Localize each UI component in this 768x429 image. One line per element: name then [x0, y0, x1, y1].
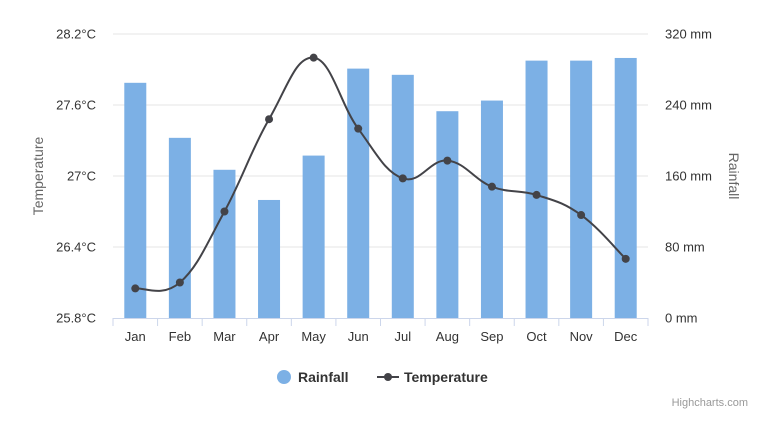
legend-rainfall-swatch [277, 370, 291, 384]
rainfall-bar-jan[interactable] [124, 82, 147, 318]
rainfall-bar-sep[interactable] [480, 100, 503, 318]
temperature-point-oct[interactable] [532, 190, 541, 199]
left-tick-label: 26.4°C [56, 240, 96, 255]
rainfall-bar-apr[interactable] [258, 199, 281, 318]
temperature-point-sep[interactable] [487, 182, 496, 191]
x-tick-label: Nov [570, 329, 594, 344]
left-tick-label: 27.6°C [56, 98, 96, 113]
left-tick-label: 28.2°C [56, 27, 96, 42]
left-tick-label: 25.8°C [56, 311, 96, 326]
legend-temperature-label: Temperature [404, 369, 488, 385]
temperature-point-feb[interactable] [175, 278, 184, 287]
rainfall-bar-aug[interactable] [436, 111, 459, 319]
x-tick-label: Sep [480, 329, 503, 344]
left-axis-ticks: 25.8°C 26.4°C 27°C 27.6°C 28.2°C [56, 27, 96, 326]
temperature-point-nov[interactable] [577, 211, 586, 220]
x-tick-label: Dec [614, 329, 638, 344]
right-tick-label: 320 mm [665, 27, 712, 42]
x-tick-label: Feb [169, 329, 191, 344]
x-tick-label: Aug [436, 329, 459, 344]
left-tick-label: 27°C [67, 169, 96, 184]
x-tick-label: May [301, 329, 326, 344]
right-tick-label: 160 mm [665, 169, 712, 184]
legend-item-rainfall[interactable]: Rainfall [277, 369, 349, 385]
x-tick-label: Jun [348, 329, 369, 344]
temperature-point-dec[interactable] [621, 254, 630, 263]
x-tick-label: Mar [213, 329, 236, 344]
temperature-point-aug[interactable] [443, 156, 452, 165]
temperature-point-jul[interactable] [398, 174, 407, 183]
rainfall-bar-may[interactable] [302, 155, 325, 318]
x-tick-label: Jul [394, 329, 411, 344]
legend-temperature-marker [384, 373, 392, 381]
left-axis-title: Temperature [30, 136, 46, 215]
temperature-point-jun[interactable] [354, 124, 363, 133]
temperature-series-line [135, 56, 627, 292]
legend-item-temperature[interactable]: Temperature [377, 369, 488, 385]
x-tick-label: Apr [259, 329, 280, 344]
x-tick-label: Oct [526, 329, 547, 344]
temperature-point-may[interactable] [309, 53, 318, 62]
rainfall-bar-mar[interactable] [213, 169, 236, 318]
right-axis-ticks: 0 mm 80 mm 160 mm 240 mm 320 mm [665, 27, 712, 326]
credits-link[interactable]: Highcharts.com [672, 397, 748, 409]
right-axis-title: Rainfall [726, 153, 742, 200]
right-tick-label: 80 mm [665, 240, 705, 255]
temperature-line [131, 53, 630, 293]
temperature-point-apr[interactable] [265, 115, 274, 124]
rainfall-bar-jun[interactable] [347, 68, 370, 318]
right-tick-label: 240 mm [665, 98, 712, 113]
temperature-point-jan[interactable] [131, 284, 140, 293]
rainfall-bar-dec[interactable] [614, 57, 637, 319]
rainfall-bar-oct[interactable] [525, 60, 548, 318]
grid-lines [113, 33, 648, 248]
x-tick-label: Jan [125, 329, 146, 344]
rainfall-bar-jul[interactable] [391, 74, 414, 318]
rainfall-bar-nov[interactable] [570, 60, 593, 318]
rainfall-bar-feb[interactable] [168, 137, 191, 318]
right-tick-label: 0 mm [665, 311, 698, 326]
legend: Rainfall Temperature [277, 369, 488, 385]
x-axis: Jan Feb Mar Apr May Jun Jul Aug Sep Oct Nov Dec [112, 318, 649, 344]
temperature-point-mar[interactable] [220, 207, 229, 216]
legend-rainfall-label: Rainfall [298, 369, 349, 385]
rainfall-bars [124, 57, 637, 319]
